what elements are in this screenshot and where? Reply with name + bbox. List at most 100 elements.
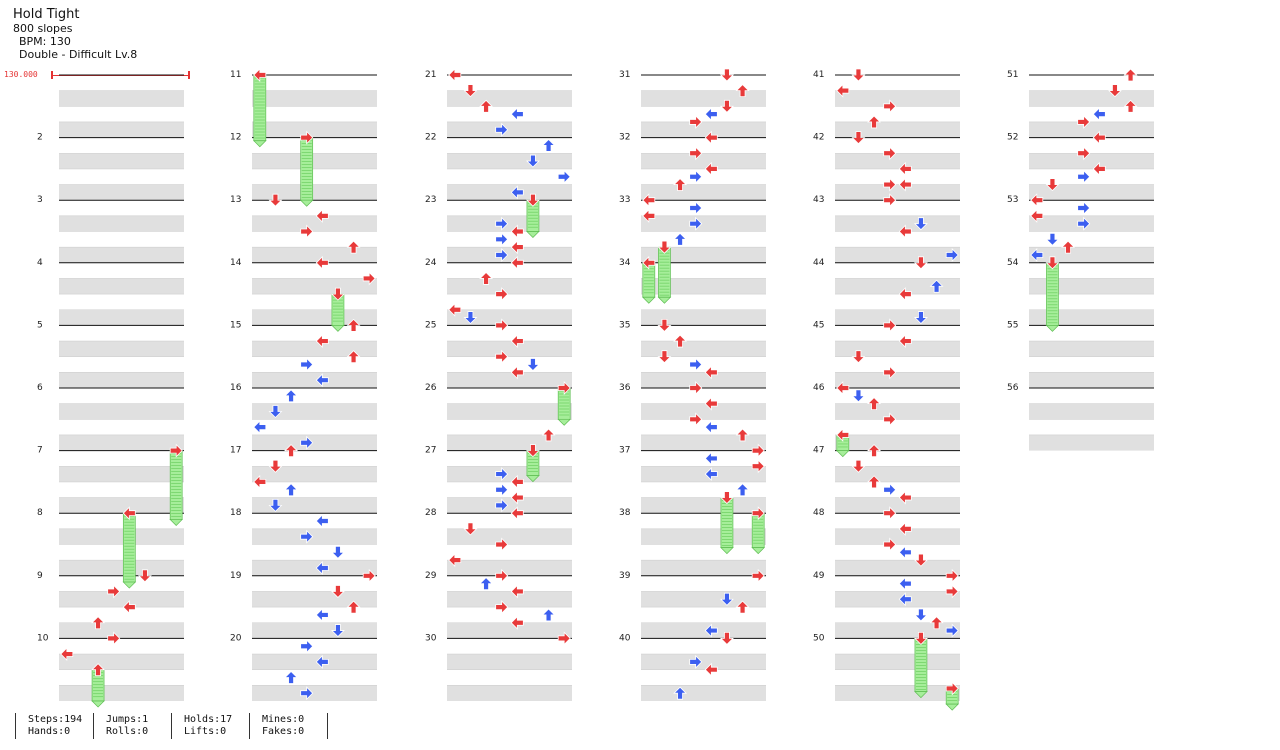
hold-tail xyxy=(914,691,928,699)
arrow-shape xyxy=(525,358,540,372)
measure-number: 55 xyxy=(1007,320,1018,330)
arrow-note xyxy=(284,483,299,497)
arrow-note xyxy=(836,83,850,98)
arrow-note xyxy=(657,318,672,332)
arrow-note xyxy=(300,686,314,701)
arrow-shape xyxy=(898,576,912,591)
arrow-shape xyxy=(735,428,750,442)
arrow-shape xyxy=(495,537,509,552)
beat-band xyxy=(252,466,377,482)
arrow-note xyxy=(479,577,494,591)
beat-band xyxy=(641,309,766,326)
chart-column: 31 32 33 34 35 36 37 38 39 40 xyxy=(619,70,766,701)
beat-band xyxy=(641,654,766,670)
arrow-note xyxy=(362,568,376,583)
arrow-shape xyxy=(495,467,509,482)
arrow-note xyxy=(495,349,509,364)
arrow-shape xyxy=(929,279,944,293)
arrow-note xyxy=(735,84,750,98)
arrow-note xyxy=(495,568,509,583)
arrow-note xyxy=(657,240,672,254)
arrow-note xyxy=(300,639,314,654)
arrow-shape xyxy=(851,389,866,403)
measure-number: 27 xyxy=(425,446,436,456)
hold-tail xyxy=(945,703,960,711)
beat-band xyxy=(641,121,766,138)
arrow-note xyxy=(867,444,882,458)
beat-band xyxy=(641,90,766,107)
arrow-shape xyxy=(689,146,703,161)
arrow-shape xyxy=(704,161,718,176)
arrow-note xyxy=(495,287,509,302)
hold-tail xyxy=(122,581,137,589)
beat-band xyxy=(835,685,960,701)
arrow-shape xyxy=(107,584,121,599)
arrow-shape xyxy=(315,514,329,528)
arrow-shape xyxy=(1061,240,1076,254)
arrow-shape xyxy=(362,271,376,286)
arrow-shape xyxy=(1092,130,1106,145)
measure-number: 16 xyxy=(230,383,242,393)
measure-number: 37 xyxy=(619,446,630,456)
arrow-note xyxy=(719,99,734,113)
measure-number: 53 xyxy=(1007,195,1018,205)
arrow-shape xyxy=(719,99,734,113)
arrow-shape xyxy=(883,365,897,380)
arrow-note xyxy=(510,224,524,239)
measure-number: 22 xyxy=(425,133,436,143)
hold-tail xyxy=(1045,325,1060,332)
arrow-note xyxy=(495,600,509,615)
arrow-shape xyxy=(735,600,750,614)
measure-number: 36 xyxy=(619,383,631,393)
arrow-shape xyxy=(510,506,524,521)
arrow-note xyxy=(867,397,882,411)
beat-band xyxy=(252,278,377,295)
beat-band xyxy=(59,403,184,420)
measure-number: 8 xyxy=(37,508,43,518)
beat-band xyxy=(252,434,377,451)
arrow-shape xyxy=(883,99,897,114)
stat-rolls: Rolls:0 xyxy=(106,726,149,737)
arrow-note xyxy=(315,334,329,349)
beat-band xyxy=(835,90,960,107)
arrow-shape xyxy=(495,122,509,137)
stat-fakes: Fakes:0 xyxy=(262,726,305,737)
arrow-shape xyxy=(704,107,718,122)
beat-band xyxy=(447,466,572,482)
arrow-note xyxy=(689,201,703,215)
beat-band xyxy=(641,403,766,420)
arrow-note xyxy=(107,584,121,599)
arrow-shape xyxy=(330,585,345,599)
beat-band xyxy=(1029,372,1154,388)
arrow-shape xyxy=(913,311,928,325)
arrow-note xyxy=(253,420,267,435)
arrow-shape xyxy=(867,444,882,458)
arrow-shape xyxy=(330,545,345,559)
stat-jumps: Jumps:1 xyxy=(106,714,149,725)
arrow-shape xyxy=(945,568,959,583)
arrow-note xyxy=(1077,169,1091,184)
measure-number: 32 xyxy=(619,133,630,143)
beat-band xyxy=(59,184,184,201)
measure-number: 25 xyxy=(425,320,436,330)
beat-band xyxy=(641,372,766,388)
arrow-shape xyxy=(751,568,765,583)
arrow-shape xyxy=(851,131,866,145)
arrow-shape xyxy=(541,138,556,152)
arrow-shape xyxy=(689,654,703,669)
arrow-note xyxy=(510,334,524,349)
arrow-shape xyxy=(510,365,524,380)
arrow-note xyxy=(510,615,524,630)
chart-column: 51 52 53 54 55 56 xyxy=(1007,70,1154,451)
measure-number: 40 xyxy=(619,633,631,643)
arrow-shape xyxy=(463,84,478,98)
arrow-shape xyxy=(689,357,703,372)
beat-band xyxy=(835,215,960,232)
beat-band xyxy=(59,372,184,388)
arrow-note xyxy=(898,545,912,560)
beat-band xyxy=(1029,403,1154,420)
beat-band xyxy=(252,247,377,263)
arrow-shape xyxy=(851,459,866,473)
arrow-note xyxy=(673,334,688,348)
arrow-shape xyxy=(510,474,524,489)
